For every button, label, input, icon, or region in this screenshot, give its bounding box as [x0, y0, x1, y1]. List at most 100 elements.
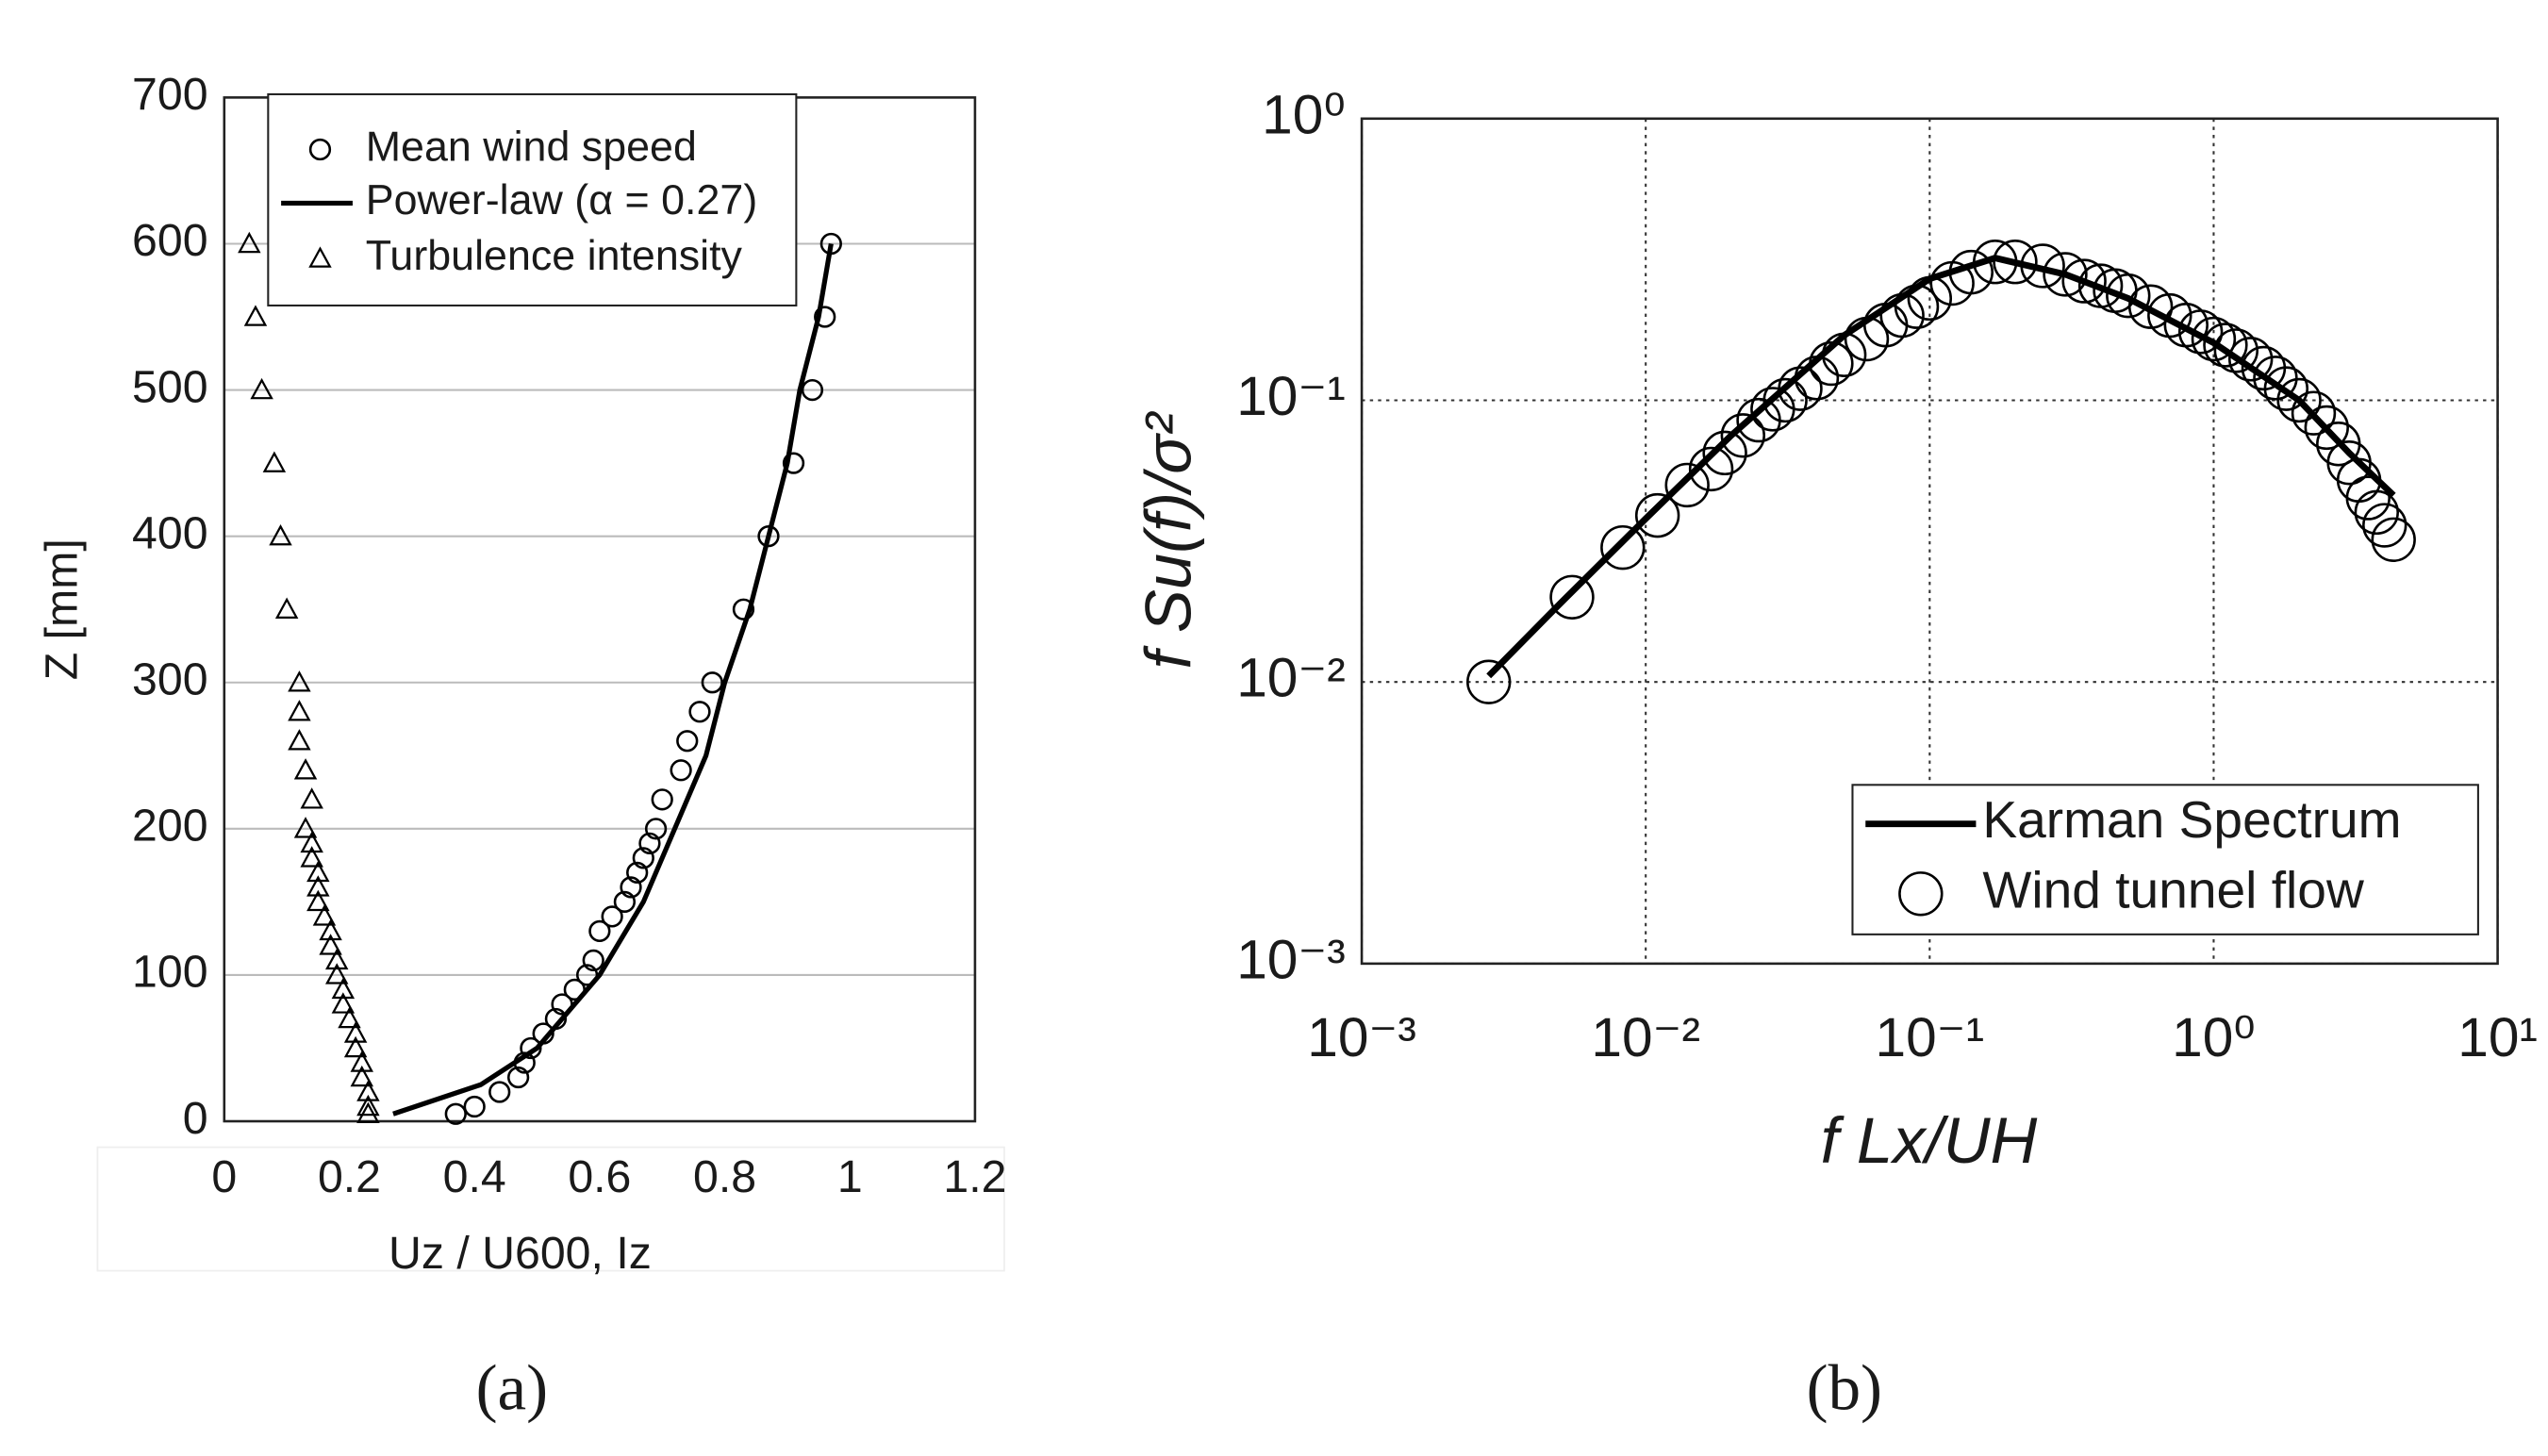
x-tick-label: 10¹ [2457, 1007, 2538, 1068]
marker [2263, 366, 2309, 411]
y-tick-label: 100 [132, 947, 208, 998]
marker [1549, 574, 1595, 620]
marker [306, 889, 330, 912]
marker [356, 1080, 380, 1101]
marker [1634, 492, 1680, 538]
legend-marker [308, 246, 332, 268]
marker [626, 861, 649, 884]
line-series [1486, 255, 2396, 679]
marker [613, 890, 637, 914]
axis-box [96, 1146, 1005, 1272]
marker [2127, 284, 2174, 329]
marker [520, 1036, 542, 1060]
marker [293, 758, 318, 780]
marker [601, 905, 623, 928]
marker [2061, 258, 2107, 304]
y-tick-label: 10⁻¹ [1236, 366, 1346, 427]
marker [644, 818, 668, 840]
marker [331, 992, 356, 1014]
marker [2203, 323, 2248, 368]
marker [732, 598, 755, 620]
marker [1948, 249, 1994, 295]
marker [350, 1051, 373, 1072]
marker [300, 787, 323, 809]
y-tick-label: 10⁻² [1236, 648, 1346, 709]
x-tick-label: 1 [837, 1151, 863, 1202]
marker [2253, 356, 2298, 401]
x-tick-label: 1.2 [943, 1151, 1006, 1202]
x-tick-label: 0.8 [693, 1151, 756, 1202]
y-tick-label: 10⁰ [1262, 84, 1346, 145]
x-tick-label: 0.2 [318, 1151, 381, 1202]
marker [1879, 292, 1925, 339]
x-axis-label: Uz / U600, Iz [389, 1228, 652, 1279]
marker [2371, 517, 2416, 562]
legend-marker [308, 138, 332, 161]
marker [1821, 332, 1867, 377]
marker [1702, 430, 1747, 476]
x-tick-label: 0.4 [443, 1151, 506, 1202]
marker [2345, 475, 2391, 521]
y-tick-label: 600 [132, 215, 208, 266]
marker [2276, 377, 2322, 423]
y-tick-label: 500 [132, 361, 208, 412]
marker [238, 231, 261, 254]
marker [506, 1066, 530, 1089]
marker [324, 963, 349, 984]
y-tick-label: 200 [132, 801, 208, 852]
marker [331, 977, 356, 1000]
marker [306, 875, 330, 897]
marker [250, 377, 273, 400]
marker [288, 700, 311, 721]
marker [288, 729, 311, 751]
marker [300, 831, 323, 853]
marker [1688, 446, 1734, 492]
marker [356, 1094, 380, 1117]
marker [2106, 273, 2151, 319]
marker [288, 670, 311, 692]
y-tick-label: 700 [132, 69, 208, 120]
marker [638, 832, 661, 854]
marker [350, 1065, 373, 1087]
marker [356, 1101, 380, 1123]
caption: (a) [476, 1351, 548, 1423]
marker [243, 305, 268, 326]
marker [2213, 328, 2258, 373]
y-axis-label: Z [mm] [37, 538, 88, 680]
marker [651, 788, 673, 811]
marker [670, 759, 692, 782]
marker [343, 1021, 368, 1043]
marker [2354, 489, 2400, 536]
marker [1894, 284, 1940, 329]
marker [269, 523, 292, 546]
marker [701, 671, 723, 694]
marker [319, 934, 342, 955]
x-tick-label: 10⁻³ [1307, 1007, 1416, 1068]
y-tick-label: 10⁻³ [1236, 929, 1346, 990]
marker [801, 378, 824, 402]
marker [444, 1102, 467, 1125]
marker [676, 730, 699, 753]
marker [1794, 356, 1840, 401]
marker [2177, 309, 2224, 355]
marker [2191, 316, 2237, 362]
marker [488, 1081, 511, 1103]
marker [588, 919, 611, 943]
marker [262, 451, 287, 472]
marker [343, 1035, 368, 1058]
marker [2228, 337, 2274, 382]
x-tick-label: 0.6 [568, 1151, 631, 1202]
marker [814, 306, 836, 328]
marker [688, 701, 711, 723]
marker [2304, 405, 2349, 451]
line-series [392, 243, 834, 1117]
marker [312, 904, 337, 926]
marker [2043, 252, 2088, 297]
marker [1973, 240, 2018, 285]
legend-label: Karman Spectrum [1982, 790, 2401, 849]
marker [2291, 390, 2337, 436]
marker [632, 847, 654, 869]
marker [1762, 377, 1808, 423]
marker [1664, 462, 1710, 508]
